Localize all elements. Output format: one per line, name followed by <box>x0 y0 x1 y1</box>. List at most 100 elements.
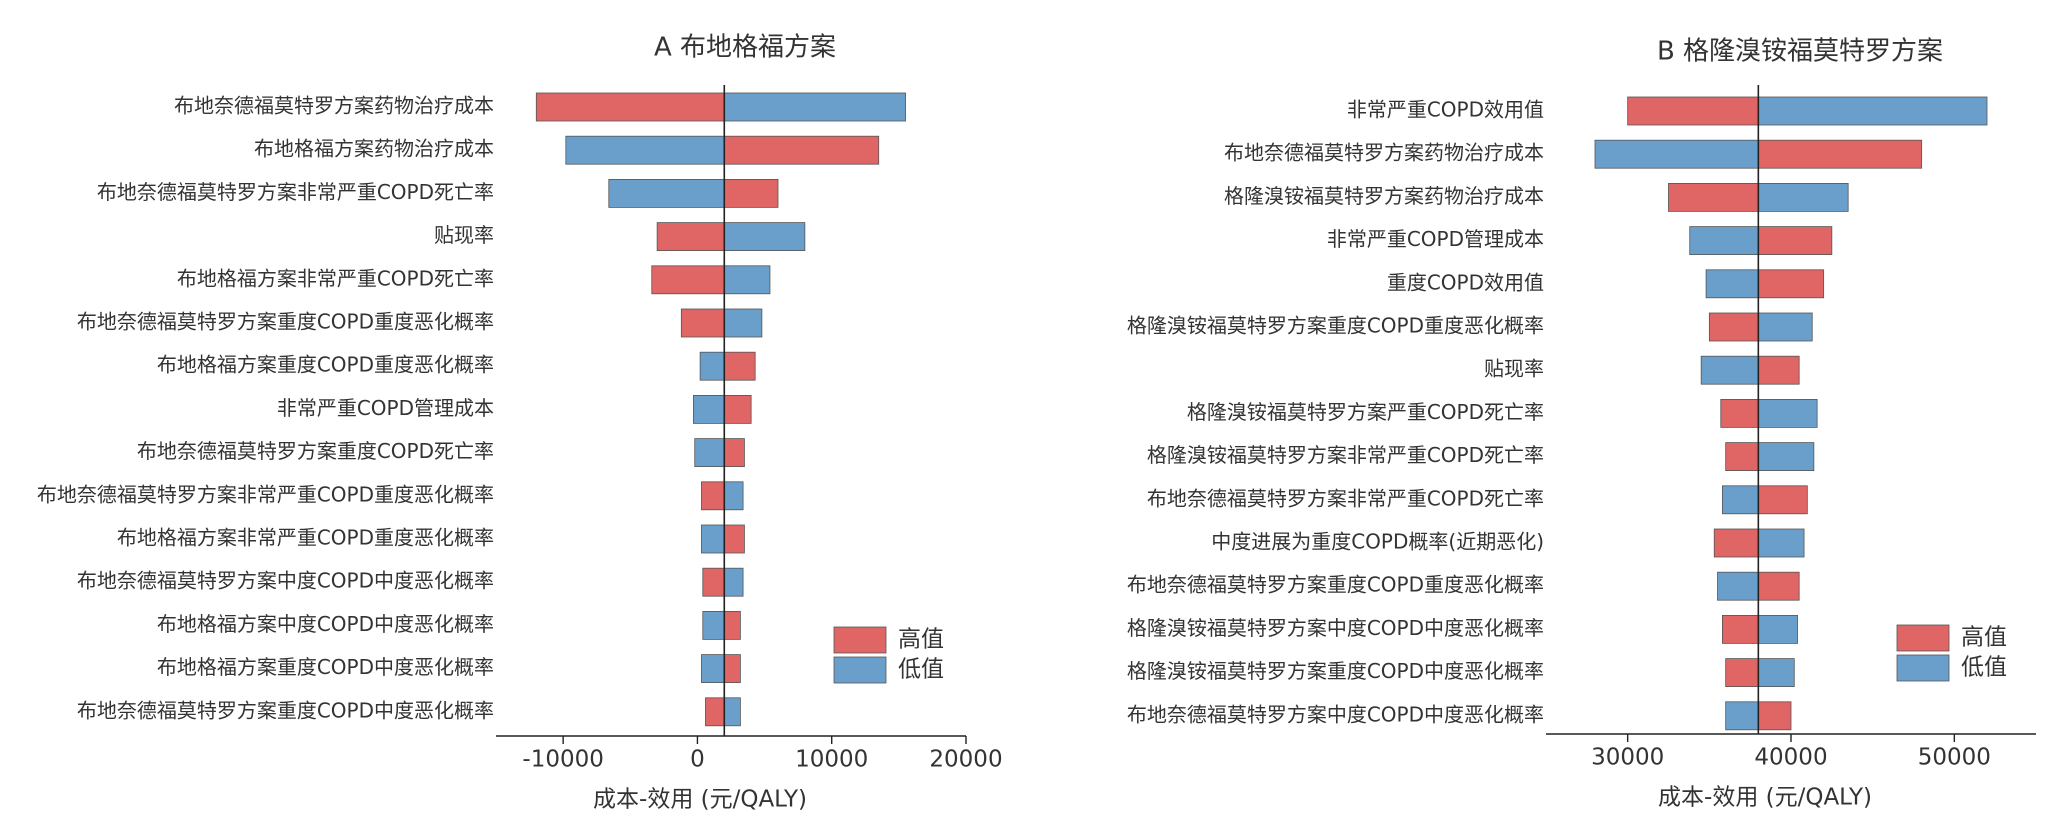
x-axis-label: 成本-效用 (元/QALY) <box>593 787 807 813</box>
chart-title: A 布地格福方案 <box>654 33 836 63</box>
bar-low-value <box>723 308 763 338</box>
bar-high-value <box>1725 442 1759 472</box>
bar-high-value <box>1757 485 1808 515</box>
category-label: 布地奈德福莫特罗方案重度COPD重度恶化概率 <box>1127 573 1544 597</box>
bar-high-value <box>1757 355 1800 385</box>
category-label: 布地格福方案非常严重COPD死亡率 <box>177 266 494 290</box>
bar-low-value <box>1705 269 1759 299</box>
bar-low-value <box>701 524 725 554</box>
category-label: 布地格福方案重度COPD重度恶化概率 <box>157 353 494 377</box>
x-tick-label: 20000 <box>929 747 1002 773</box>
legend-label-high: 高值 <box>898 627 944 653</box>
legend-swatch-high <box>833 626 887 654</box>
bar-low-value <box>701 654 725 683</box>
bar-high-value <box>723 351 756 381</box>
bar-high-value <box>1668 182 1759 212</box>
bar-low-value <box>1757 96 1988 126</box>
bar-high-value <box>1713 528 1759 558</box>
category-label: 非常严重COPD管理成本 <box>1327 227 1544 251</box>
legend-swatch-low <box>1896 654 1950 682</box>
bar-high-value <box>701 481 725 511</box>
category-label: 布地奈德福莫特罗方案重度COPD重度恶化概率 <box>77 310 494 334</box>
category-label: 格隆溴铵福莫特罗方案非常严重COPD死亡率 <box>1147 443 1544 467</box>
bar-high-value <box>723 611 741 640</box>
bar-low-value <box>608 178 725 208</box>
category-label: 非常严重COPD管理成本 <box>277 396 494 420</box>
x-tick-label: 30000 <box>1591 745 1664 771</box>
category-label: 布地奈德福莫特罗方案重度COPD中度恶化概率 <box>77 698 494 722</box>
bar-low-value <box>694 438 725 468</box>
category-label: 布地格福方案中度COPD中度恶化概率 <box>157 612 494 636</box>
legend-swatch-high <box>1896 624 1950 652</box>
bar-high-value <box>1757 269 1825 299</box>
x-axis-label: 成本-效用 (元/QALY) <box>1658 785 1872 811</box>
legend-label-low: 低值 <box>1961 655 2007 681</box>
bar-low-value <box>699 351 725 381</box>
bar-high-value <box>723 654 741 683</box>
category-label: 布地奈德福莫特罗方案药物治疗成本 <box>174 94 494 118</box>
bar-high-value <box>723 438 745 468</box>
bar-low-value <box>1757 658 1795 687</box>
bar-low-value <box>1725 701 1759 731</box>
chart-title: B 格隆溴铵福莫特罗方案 <box>1657 37 1943 67</box>
bar-low-value <box>565 135 725 165</box>
bar-low-value <box>1717 571 1759 601</box>
bar-high-value <box>702 567 725 597</box>
category-label: 布地格福方案药物治疗成本 <box>254 137 494 161</box>
bar-low-value <box>1757 182 1849 212</box>
category-label: 布地奈德福莫特罗方案非常严重COPD重度恶化概率 <box>37 482 494 506</box>
bar-low-value <box>1757 615 1798 644</box>
bar-high-value <box>1725 658 1759 687</box>
category-label: 格隆溴铵福莫特罗方案药物治疗成本 <box>1224 184 1544 208</box>
legend-swatch-low <box>833 656 887 684</box>
category-label: 非常严重COPD效用值 <box>1347 98 1544 122</box>
bar-high-value <box>705 697 725 727</box>
bar-low-value <box>693 394 725 424</box>
x-tick-label: 0 <box>690 747 705 773</box>
bar-low-value <box>1700 355 1759 385</box>
bar-high-value <box>535 92 725 122</box>
category-label: 格隆溴铵福莫特罗方案重度COPD重度恶化概率 <box>1127 314 1544 338</box>
category-label: 布地奈德福莫特罗方案中度COPD中度恶化概率 <box>77 569 494 593</box>
category-label: 布地奈德福莫特罗方案非常严重COPD死亡率 <box>97 180 494 204</box>
legend-label-low: 低值 <box>898 657 944 683</box>
category-label: 布地奈德福莫特罗方案非常严重COPD死亡率 <box>1147 486 1544 510</box>
bar-high-value <box>1627 96 1759 126</box>
category-label: 布地奈德福莫特罗方案中度COPD中度恶化概率 <box>1127 702 1544 726</box>
bar-low-value <box>702 611 725 640</box>
bar-low-value <box>723 222 806 252</box>
x-tick-label: 10000 <box>795 747 868 773</box>
bar-high-value <box>723 178 779 208</box>
x-tick-label: 40000 <box>1754 745 1827 771</box>
category-label: 布地格福方案非常严重COPD重度恶化概率 <box>117 526 494 550</box>
bar-high-value <box>1757 139 1923 169</box>
category-label: 重度COPD效用值 <box>1387 270 1544 294</box>
category-label: 贴现率 <box>434 223 494 247</box>
bar-high-value <box>723 135 880 165</box>
category-label: 布地奈德福莫特罗方案重度COPD死亡率 <box>137 439 494 463</box>
bar-low-value <box>723 92 906 122</box>
bar-high-value <box>1722 615 1759 644</box>
category-label: 贴现率 <box>1484 357 1544 381</box>
bar-low-value <box>1689 226 1759 256</box>
category-label: 格隆溴铵福莫特罗方案重度COPD中度恶化概率 <box>1127 659 1544 683</box>
bar-high-value <box>723 524 745 554</box>
x-tick-label: -10000 <box>522 747 603 773</box>
bar-low-value <box>1757 442 1815 472</box>
bar-low-value <box>723 697 741 727</box>
bar-low-value <box>723 481 744 511</box>
bar-low-value <box>723 567 744 597</box>
category-label: 布地奈德福莫特罗方案药物治疗成本 <box>1224 141 1544 165</box>
bar-low-value <box>1757 398 1818 428</box>
bar-low-value <box>1757 312 1813 342</box>
bar-high-value <box>1757 226 1833 256</box>
bar-low-value <box>1757 528 1805 558</box>
bar-low-value <box>1594 139 1759 169</box>
bar-high-value <box>651 265 725 295</box>
category-label: 布地格福方案重度COPD中度恶化概率 <box>157 655 494 679</box>
bar-high-value <box>1708 312 1759 342</box>
x-tick-label: 50000 <box>1918 745 1991 771</box>
bar-low-value <box>723 265 771 295</box>
